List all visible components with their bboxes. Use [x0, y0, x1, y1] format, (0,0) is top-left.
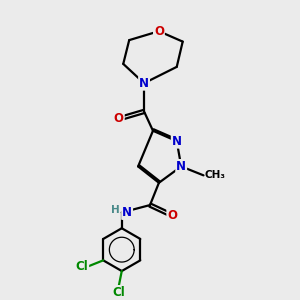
Text: O: O	[167, 209, 177, 222]
Text: Cl: Cl	[76, 260, 88, 273]
Text: N: N	[139, 77, 149, 90]
Text: H: H	[111, 206, 120, 215]
Text: N: N	[176, 160, 186, 173]
Text: O: O	[154, 25, 164, 38]
Text: O: O	[114, 112, 124, 125]
Text: Cl: Cl	[112, 286, 125, 299]
Text: N: N	[122, 206, 132, 219]
Text: N: N	[172, 135, 182, 148]
Text: CH₃: CH₃	[205, 170, 226, 180]
